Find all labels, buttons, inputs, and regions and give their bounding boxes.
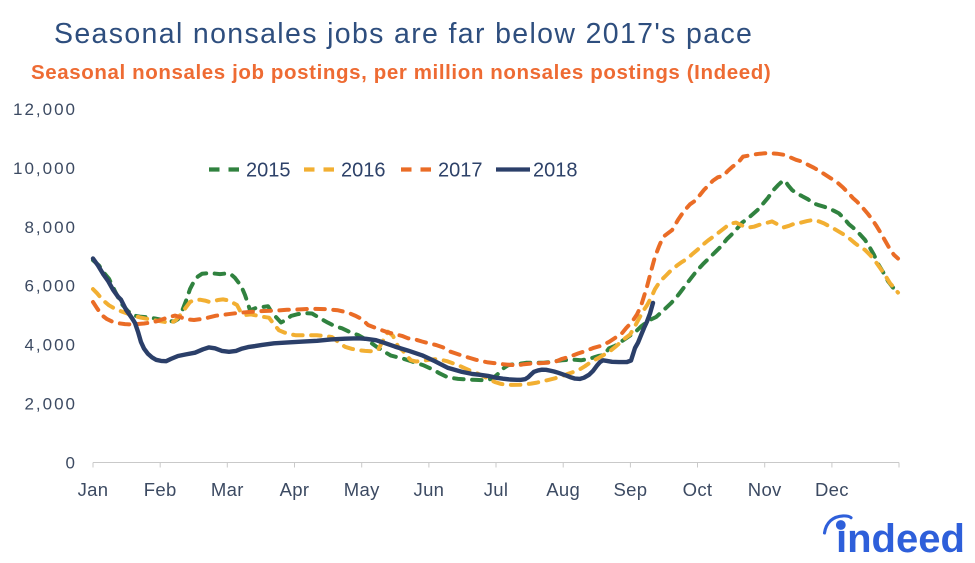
svg-text:4,000: 4,000 <box>24 336 77 355</box>
svg-text:Mar: Mar <box>211 479 244 500</box>
svg-text:Dec: Dec <box>815 479 849 500</box>
svg-text:Jan: Jan <box>78 479 109 500</box>
svg-text:2018: 2018 <box>533 160 578 182</box>
svg-text:Sep: Sep <box>613 479 647 500</box>
svg-text:10,000: 10,000 <box>13 159 77 178</box>
svg-text:Nov: Nov <box>748 479 782 500</box>
svg-text:2015: 2015 <box>246 160 291 182</box>
svg-text:2,000: 2,000 <box>24 394 77 413</box>
svg-text:12,000: 12,000 <box>13 100 77 119</box>
svg-text:Apr: Apr <box>280 479 310 500</box>
svg-text:Oct: Oct <box>683 479 713 500</box>
svg-text:2016: 2016 <box>341 160 386 182</box>
svg-text:Seasonal nonsales jobs are far: Seasonal nonsales jobs are far below 201… <box>54 18 753 50</box>
svg-text:Jul: Jul <box>484 479 509 500</box>
svg-text:ındeed: ındeed <box>836 517 965 561</box>
svg-text:8,000: 8,000 <box>24 218 77 237</box>
svg-text:0: 0 <box>66 453 77 472</box>
svg-text:Feb: Feb <box>144 479 177 500</box>
svg-text:May: May <box>344 479 380 500</box>
svg-text:2017: 2017 <box>438 160 483 182</box>
svg-text:Seasonal nonsales job postings: Seasonal nonsales job postings, per mill… <box>31 61 771 84</box>
svg-text:Aug: Aug <box>546 479 580 500</box>
svg-text:Jun: Jun <box>414 479 445 500</box>
svg-text:6,000: 6,000 <box>24 277 77 296</box>
